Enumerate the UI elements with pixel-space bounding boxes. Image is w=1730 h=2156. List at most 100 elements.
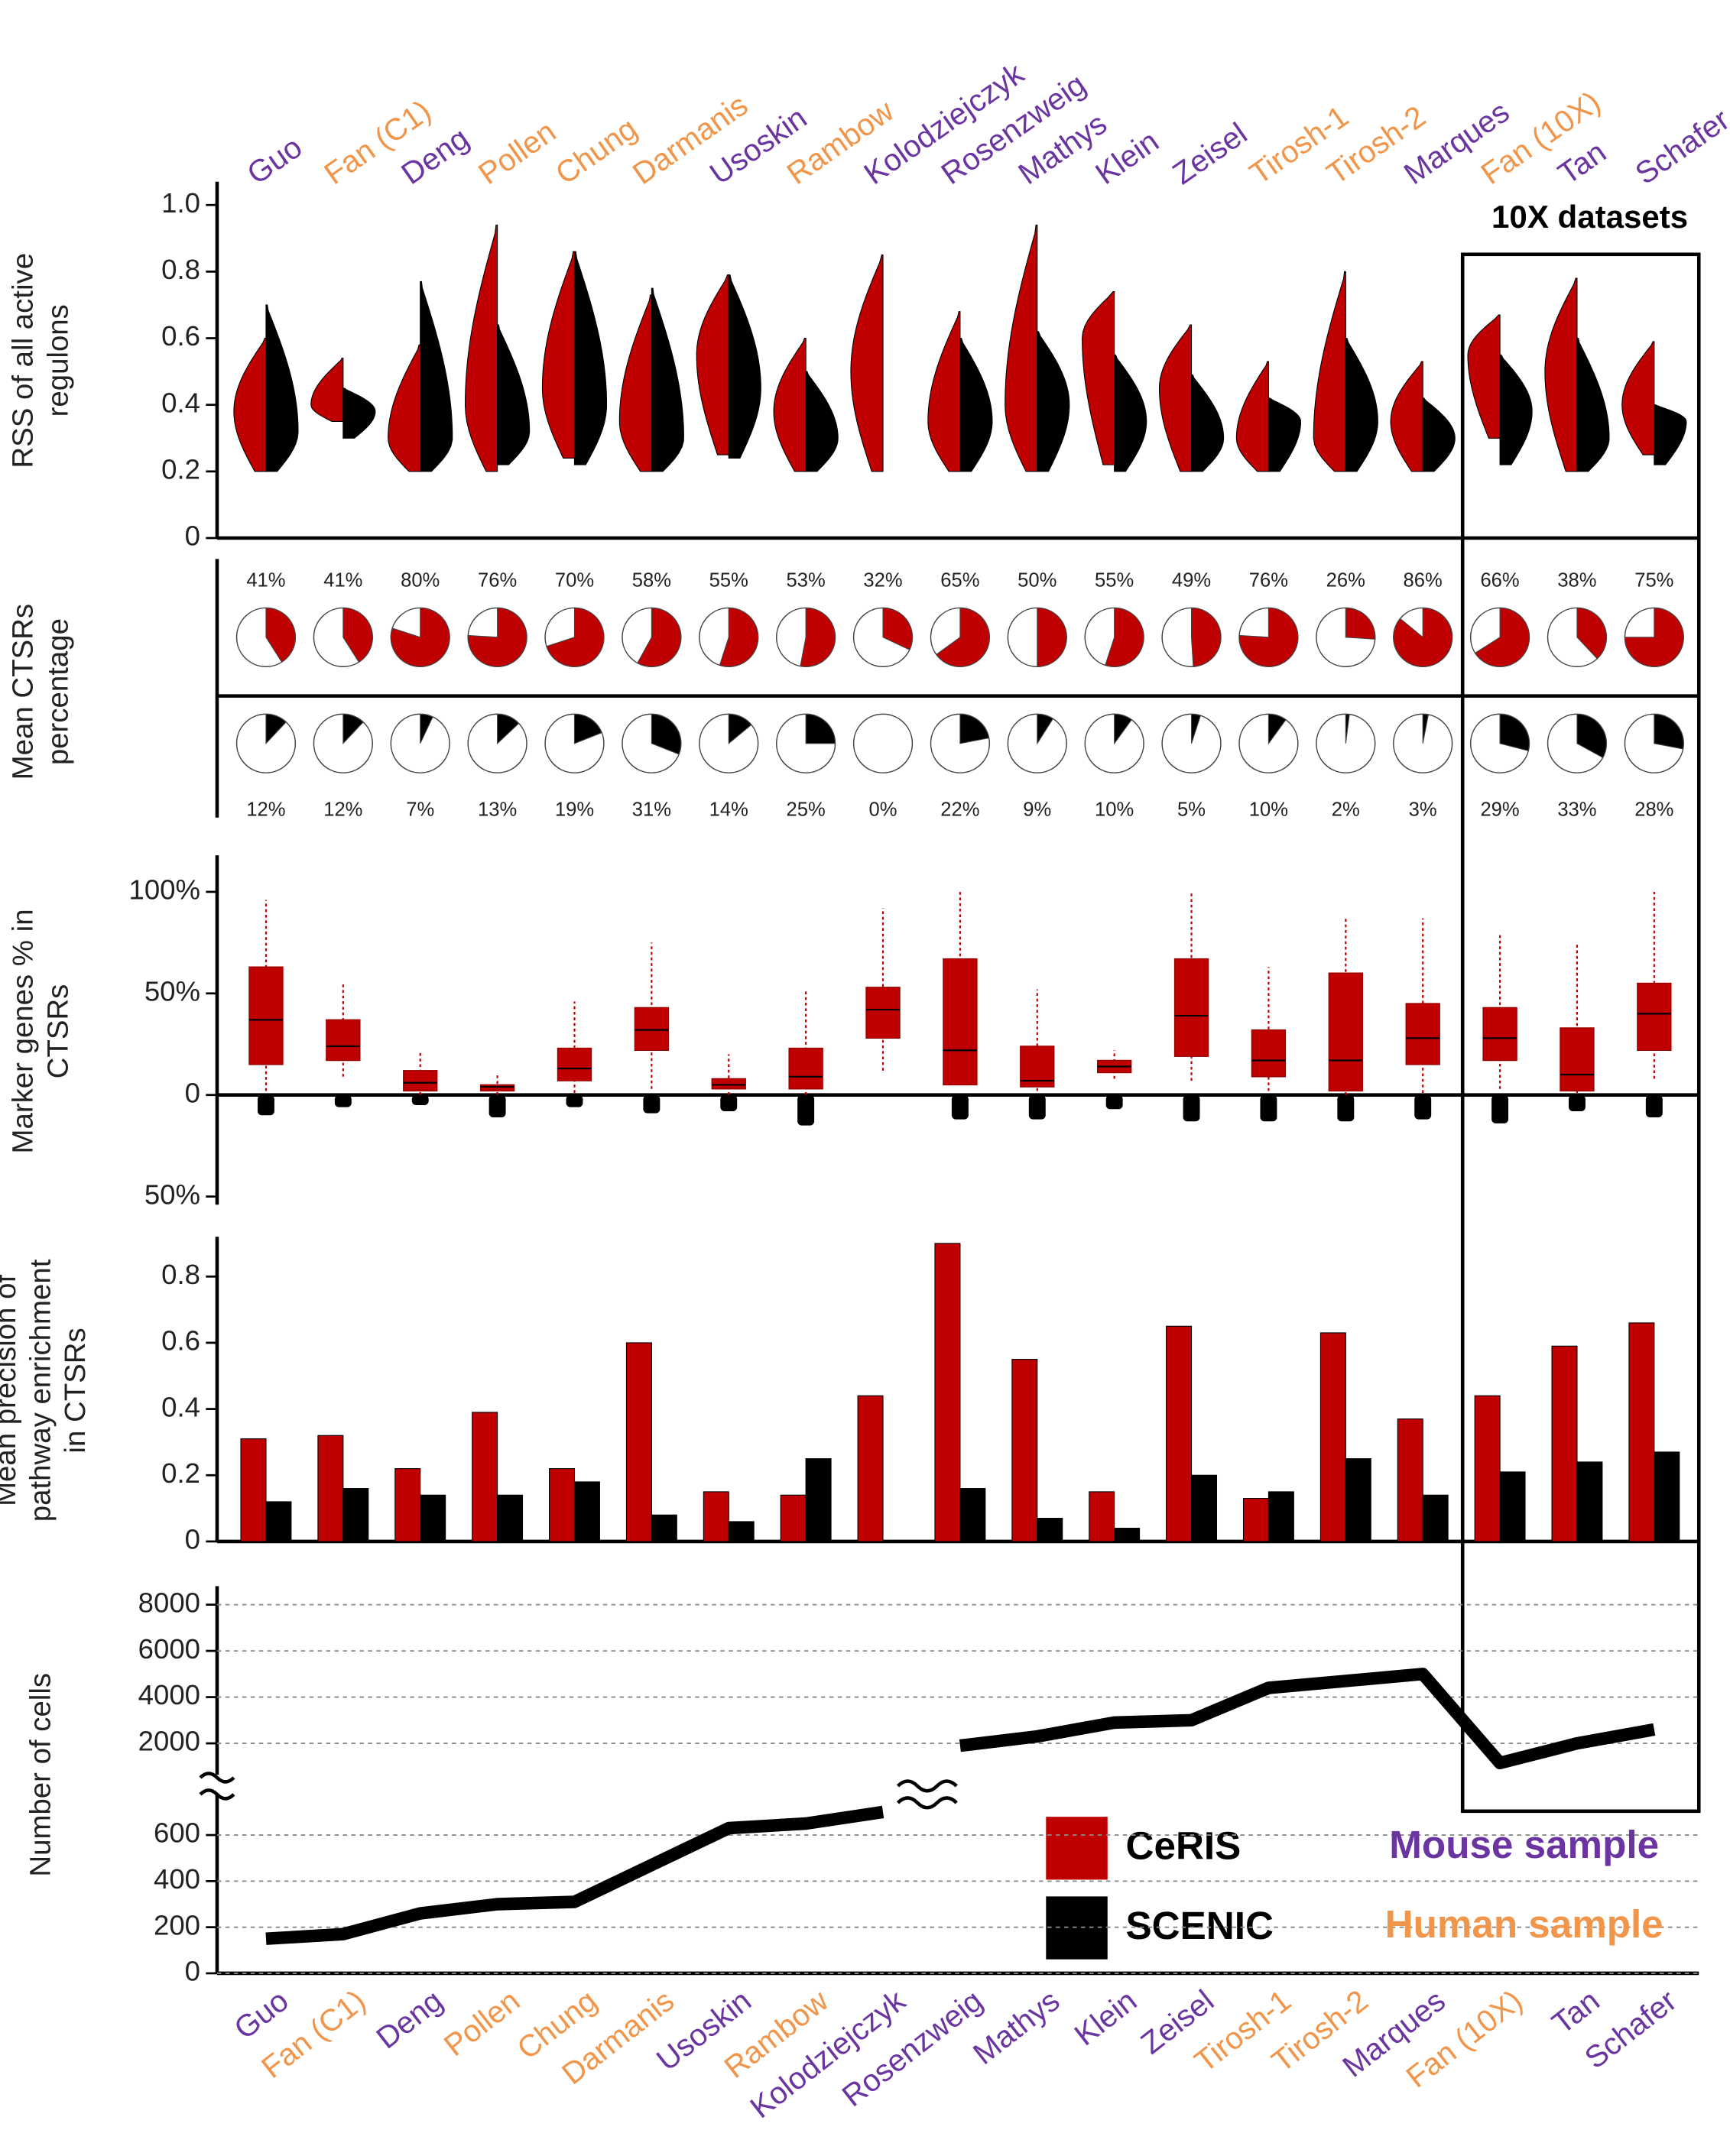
violin-half [1345, 337, 1378, 472]
violin-half [959, 337, 993, 472]
scenic-extent [1414, 1094, 1432, 1120]
pie-slice [497, 713, 520, 745]
bar [651, 1514, 677, 1542]
pie-slice [800, 607, 836, 667]
y-tick-label: 50% [144, 975, 200, 1007]
violin-half [1422, 397, 1456, 472]
violin-half [805, 371, 839, 472]
data-label: 5% [1177, 799, 1206, 820]
y-tick-label: 6000 [138, 1633, 200, 1665]
bar [1242, 1498, 1269, 1542]
bar [240, 1438, 267, 1542]
line [265, 1805, 884, 1945]
scenic-extent [257, 1094, 274, 1116]
bar [1037, 1518, 1063, 1542]
data-label: 32% [863, 569, 902, 591]
category-label: Zeisel [1167, 116, 1254, 191]
y-axis-title: in CTSRs [59, 1328, 92, 1453]
data-label: 33% [1557, 799, 1596, 820]
data-label: 41% [323, 569, 362, 591]
y-axis-title: Marker genes % in [7, 909, 40, 1153]
box [403, 1070, 438, 1092]
category-label: Guo [241, 130, 308, 191]
pie-slice [265, 713, 287, 745]
annotation: 10X datasets [1491, 199, 1688, 235]
bar [317, 1435, 344, 1542]
bar [1474, 1395, 1501, 1542]
y-axis-title: Mean CTSRs [7, 604, 40, 780]
box [1637, 982, 1672, 1051]
violin-half [1390, 361, 1423, 472]
bar [1576, 1461, 1603, 1542]
violin-half [1082, 290, 1115, 465]
category-label: Pollen [472, 114, 562, 191]
line-break [896, 1779, 958, 1810]
bar [934, 1243, 961, 1542]
y-tick-label: 0.4 [161, 1391, 200, 1422]
bar [1319, 1332, 1346, 1542]
violin-half [1158, 324, 1193, 472]
bar [1628, 1322, 1655, 1542]
pie-slice [728, 713, 752, 744]
pie-slice [420, 713, 433, 744]
legend-label: SCENIC [1126, 1904, 1274, 1947]
y-tick-label: 0.4 [161, 387, 200, 418]
data-label: 3% [1409, 799, 1437, 820]
scenic-extent [411, 1094, 429, 1105]
data-label: 2% [1332, 799, 1360, 820]
pie-slice [882, 607, 913, 650]
pie-slice [637, 607, 682, 667]
box [1482, 1007, 1517, 1062]
y-tick-label: 2000 [138, 1726, 200, 1757]
violin-half [927, 311, 961, 472]
bar [703, 1491, 729, 1542]
bar [1499, 1471, 1526, 1542]
data-label: 31% [632, 799, 671, 820]
violin-half [1005, 224, 1038, 472]
violin-half [1654, 404, 1687, 465]
bar [728, 1521, 755, 1542]
pie-slice [265, 607, 296, 663]
category-label: Pollen [437, 1983, 526, 2063]
y-axis-title: percentage [41, 618, 74, 765]
box [865, 987, 901, 1039]
box [943, 958, 978, 1086]
pie-outline [852, 713, 914, 773]
legend-label: Human sample [1385, 1902, 1663, 1946]
data-label: 22% [940, 799, 979, 820]
data-label: 26% [1326, 569, 1365, 591]
bar [625, 1342, 652, 1542]
data-label: 29% [1480, 799, 1519, 820]
box [326, 1019, 361, 1062]
pie-slice [805, 713, 836, 744]
pie-slice [1037, 607, 1067, 667]
data-label: 70% [555, 569, 594, 591]
violin-half [465, 224, 498, 472]
violin-half [850, 255, 884, 472]
scenic-extent [1337, 1094, 1355, 1122]
bar [1345, 1458, 1371, 1542]
violin-half [497, 324, 531, 465]
bar [1551, 1345, 1578, 1542]
category-label: Schafer [1629, 102, 1730, 191]
scenic-extent [566, 1094, 583, 1107]
bar [780, 1494, 807, 1542]
box [479, 1084, 515, 1092]
pie-slice [1474, 607, 1530, 667]
data-label: 13% [478, 799, 517, 820]
y-axis-title: Mean precision of [0, 1275, 22, 1506]
data-label: 38% [1557, 569, 1596, 591]
box [634, 1007, 670, 1051]
data-label: 0% [869, 799, 897, 820]
box [1405, 1003, 1440, 1065]
data-label: 80% [401, 569, 440, 591]
bar [1190, 1474, 1218, 1542]
pie-slice [1037, 713, 1054, 745]
legend-label: Mouse sample [1389, 1823, 1659, 1866]
y-tick-label: 0.8 [161, 254, 200, 285]
scenic-extent [797, 1094, 815, 1126]
scenic-extent [951, 1094, 969, 1120]
scenic-extent [1028, 1094, 1046, 1120]
pie-slice [1345, 607, 1376, 640]
y-tick-label: 0 [185, 1077, 200, 1108]
